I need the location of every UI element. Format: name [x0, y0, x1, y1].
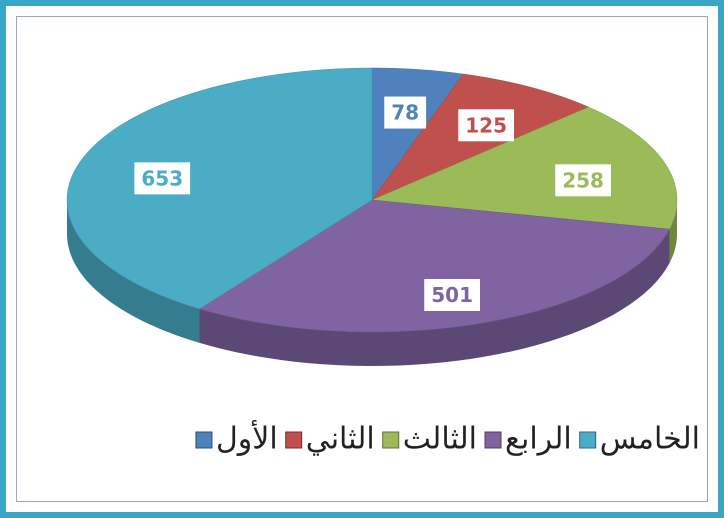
data-label: 78: [391, 101, 419, 125]
pie-slice: [371, 106, 678, 230]
legend-swatch: [382, 431, 400, 449]
pie-slice-side: [669, 200, 677, 264]
data-label-group: 125: [458, 109, 515, 142]
legend-label: الثالث: [403, 422, 477, 457]
legend-swatch: [579, 431, 597, 449]
data-label-group: 653: [134, 162, 191, 195]
data-label: 653: [141, 166, 183, 190]
legend-label: الأول: [216, 419, 278, 457]
legend-label: الثاني: [306, 422, 375, 457]
data-label-box: [424, 278, 480, 311]
legend-label: الخامس: [600, 422, 700, 457]
legend-swatch: [484, 431, 502, 449]
data-label: 125: [465, 113, 507, 137]
data-label-group: 501: [424, 278, 480, 311]
data-label-group: 78: [384, 96, 427, 129]
data-label-box: [458, 109, 515, 142]
data-label: 258: [562, 168, 604, 192]
pie-slice: [66, 67, 373, 310]
pie-slice-side: [67, 200, 200, 343]
legend-swatch: [285, 431, 303, 449]
legend-swatch: [195, 431, 213, 449]
legend-label: الرابع: [505, 422, 572, 457]
data-label-box: [555, 164, 611, 197]
data-label-box: [384, 96, 427, 129]
pie-slice: [198, 199, 670, 333]
data-label-group: 258: [555, 164, 611, 197]
pie-slice-side: [199, 229, 670, 366]
data-label-box: [134, 162, 191, 195]
plot-frame: [16, 16, 708, 502]
data-label: 501: [431, 283, 473, 307]
